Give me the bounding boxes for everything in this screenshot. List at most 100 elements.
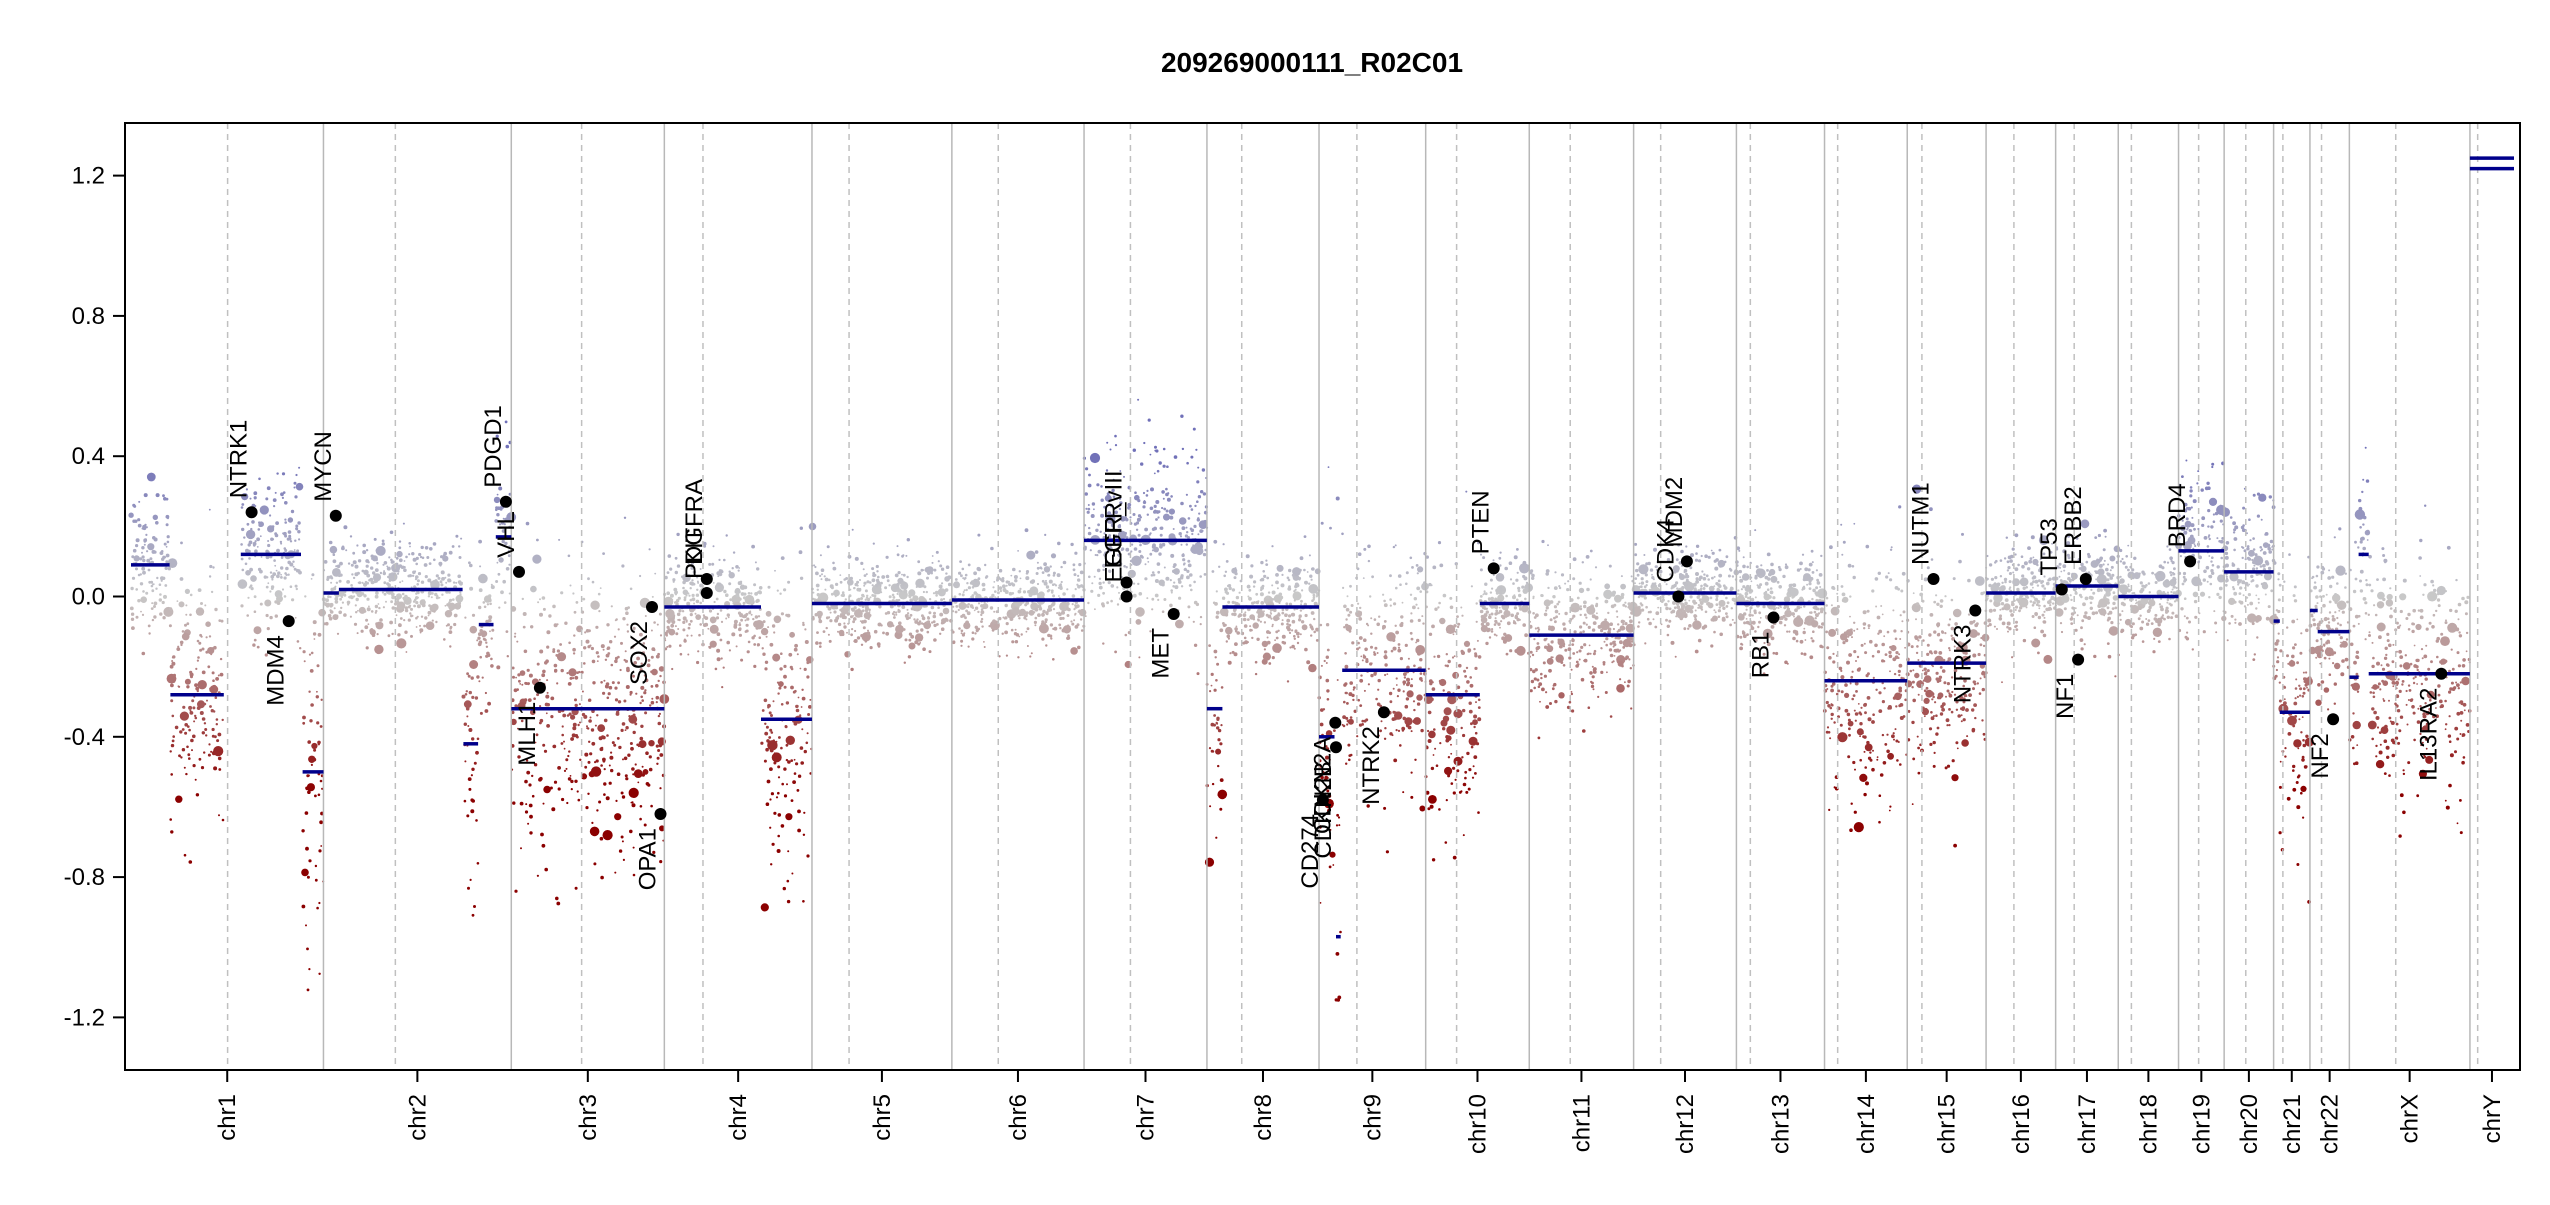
probe-bin (1755, 565, 1759, 569)
probe-bin (545, 694, 550, 699)
probe-bin (197, 680, 207, 690)
probe-bin (1402, 680, 1407, 685)
probe-bin (1558, 586, 1562, 590)
probe-bin (1265, 613, 1269, 617)
probe-bin (1265, 563, 1269, 566)
probe-bin (971, 637, 975, 641)
probe-bin (528, 673, 533, 678)
probe-bin (148, 632, 151, 635)
probe-bin (1271, 590, 1276, 595)
probe-bin (1344, 623, 1349, 628)
probe-bin (1215, 610, 1220, 615)
probe-bin (209, 564, 213, 569)
probe-bin (1315, 639, 1319, 642)
probe-bin (320, 845, 323, 847)
probe-bin (754, 561, 757, 564)
probe-bin (762, 652, 766, 656)
probe-bin (1079, 618, 1083, 621)
probe-bin (774, 569, 776, 572)
probe-bin (1106, 546, 1113, 553)
probe-bin (448, 602, 456, 611)
probe-bin (1348, 629, 1352, 633)
probe-bin (1403, 676, 1407, 679)
probe-bin (793, 758, 796, 761)
probe-bin (1328, 758, 1331, 761)
probe-bin (624, 659, 629, 663)
probe-bin (597, 724, 606, 732)
probe-bin (1591, 675, 1595, 679)
probe-bin (610, 751, 613, 754)
probe-bin (1336, 813, 1339, 817)
probe-bin (1125, 547, 1130, 552)
probe-bin (1263, 621, 1266, 624)
probe-bin (909, 598, 913, 602)
probe-bin (1427, 667, 1430, 670)
probe-bin (804, 628, 807, 631)
probe-bin (442, 555, 449, 562)
probe-bin (591, 741, 596, 746)
probe-bin (615, 618, 618, 621)
probe-bin (1196, 480, 1200, 484)
probe-bin (1652, 618, 1655, 621)
probe-bin (1560, 661, 1564, 664)
probe-bin (474, 696, 479, 700)
probe-bin (939, 590, 943, 594)
probe-bin (500, 590, 504, 595)
probe-bin (1667, 600, 1670, 603)
probe-bin (716, 632, 721, 637)
probe-bin (815, 583, 820, 588)
probe-bin (1605, 637, 1609, 641)
probe-bin (960, 644, 963, 647)
probe-bin (1729, 568, 1733, 572)
probe-bin (306, 774, 310, 778)
probe-bin (544, 661, 548, 665)
probe-bin (974, 632, 977, 635)
probe-bin (626, 666, 630, 671)
probe-bin (1627, 602, 1631, 606)
probe-bin (926, 576, 929, 580)
probe-bin (1118, 591, 1120, 594)
probe-bin (1350, 604, 1354, 607)
probe-bin (644, 689, 647, 692)
probe-bin (205, 621, 211, 627)
probe-bin (491, 628, 495, 632)
probe-bin (803, 811, 806, 814)
probe-bin (781, 782, 784, 786)
probe-bin (1683, 627, 1687, 630)
probe-bin (542, 607, 546, 611)
probe-bin (1114, 434, 1117, 438)
probe-bin (546, 645, 550, 649)
probe-bin (640, 651, 645, 656)
probe-bin (1464, 689, 1468, 693)
probe-bin (1704, 610, 1708, 614)
probe-bin (182, 705, 186, 709)
probe-bin (363, 594, 367, 598)
probe-bin (1572, 557, 1577, 562)
probe-bin (367, 623, 370, 626)
probe-bin (1222, 623, 1227, 627)
probe-bin (334, 600, 339, 604)
probe-bin (915, 586, 918, 588)
probe-bin (685, 594, 688, 597)
probe-bin (189, 670, 193, 674)
probe-bin (1485, 641, 1489, 646)
probe-bin (667, 554, 672, 558)
probe-bin (622, 758, 624, 761)
probe-bin (963, 578, 966, 581)
probe-bin (1185, 493, 1188, 496)
probe-bin (613, 743, 617, 747)
probe-bin (627, 753, 631, 757)
probe-bin (1045, 611, 1049, 615)
probe-bin (600, 644, 605, 649)
probe-bin (1580, 645, 1584, 650)
probe-bin (776, 849, 781, 853)
probe-bin (1025, 630, 1028, 633)
probe-bin (732, 551, 736, 554)
probe-bin (1366, 804, 1370, 808)
probe-bin (983, 646, 986, 648)
probe-bin (1495, 591, 1499, 595)
probe-bin (328, 616, 333, 621)
probe-bin (393, 602, 398, 606)
probe-bin (1727, 574, 1731, 578)
probe-bin (402, 608, 405, 612)
